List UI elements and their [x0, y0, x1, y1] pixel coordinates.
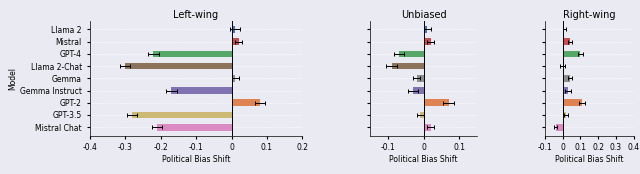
Bar: [424, 26, 428, 33]
Bar: [232, 26, 235, 33]
Bar: [232, 75, 235, 82]
Bar: [399, 50, 424, 57]
Bar: [424, 38, 431, 45]
Bar: [232, 99, 260, 106]
Bar: [154, 50, 232, 57]
Bar: [424, 124, 431, 130]
Bar: [563, 112, 566, 118]
Bar: [413, 87, 424, 94]
Bar: [157, 124, 232, 130]
Bar: [232, 38, 239, 45]
Bar: [125, 63, 232, 69]
Bar: [132, 112, 232, 118]
X-axis label: Political Bias Shift: Political Bias Shift: [162, 155, 230, 164]
Bar: [392, 63, 424, 69]
Title: Right-wing: Right-wing: [563, 10, 616, 20]
Title: Unbiased: Unbiased: [401, 10, 447, 20]
Y-axis label: Model: Model: [8, 67, 17, 90]
Bar: [424, 99, 449, 106]
Bar: [420, 112, 424, 118]
Bar: [563, 99, 582, 106]
Bar: [563, 38, 570, 45]
Bar: [417, 75, 424, 82]
Bar: [172, 87, 232, 94]
Bar: [563, 87, 568, 94]
Bar: [563, 26, 564, 33]
Bar: [563, 50, 580, 57]
Bar: [563, 75, 570, 82]
X-axis label: Political Bias Shift: Political Bias Shift: [555, 155, 623, 164]
Bar: [556, 124, 563, 130]
X-axis label: Political Bias Shift: Political Bias Shift: [389, 155, 458, 164]
Title: Left-wing: Left-wing: [173, 10, 219, 20]
